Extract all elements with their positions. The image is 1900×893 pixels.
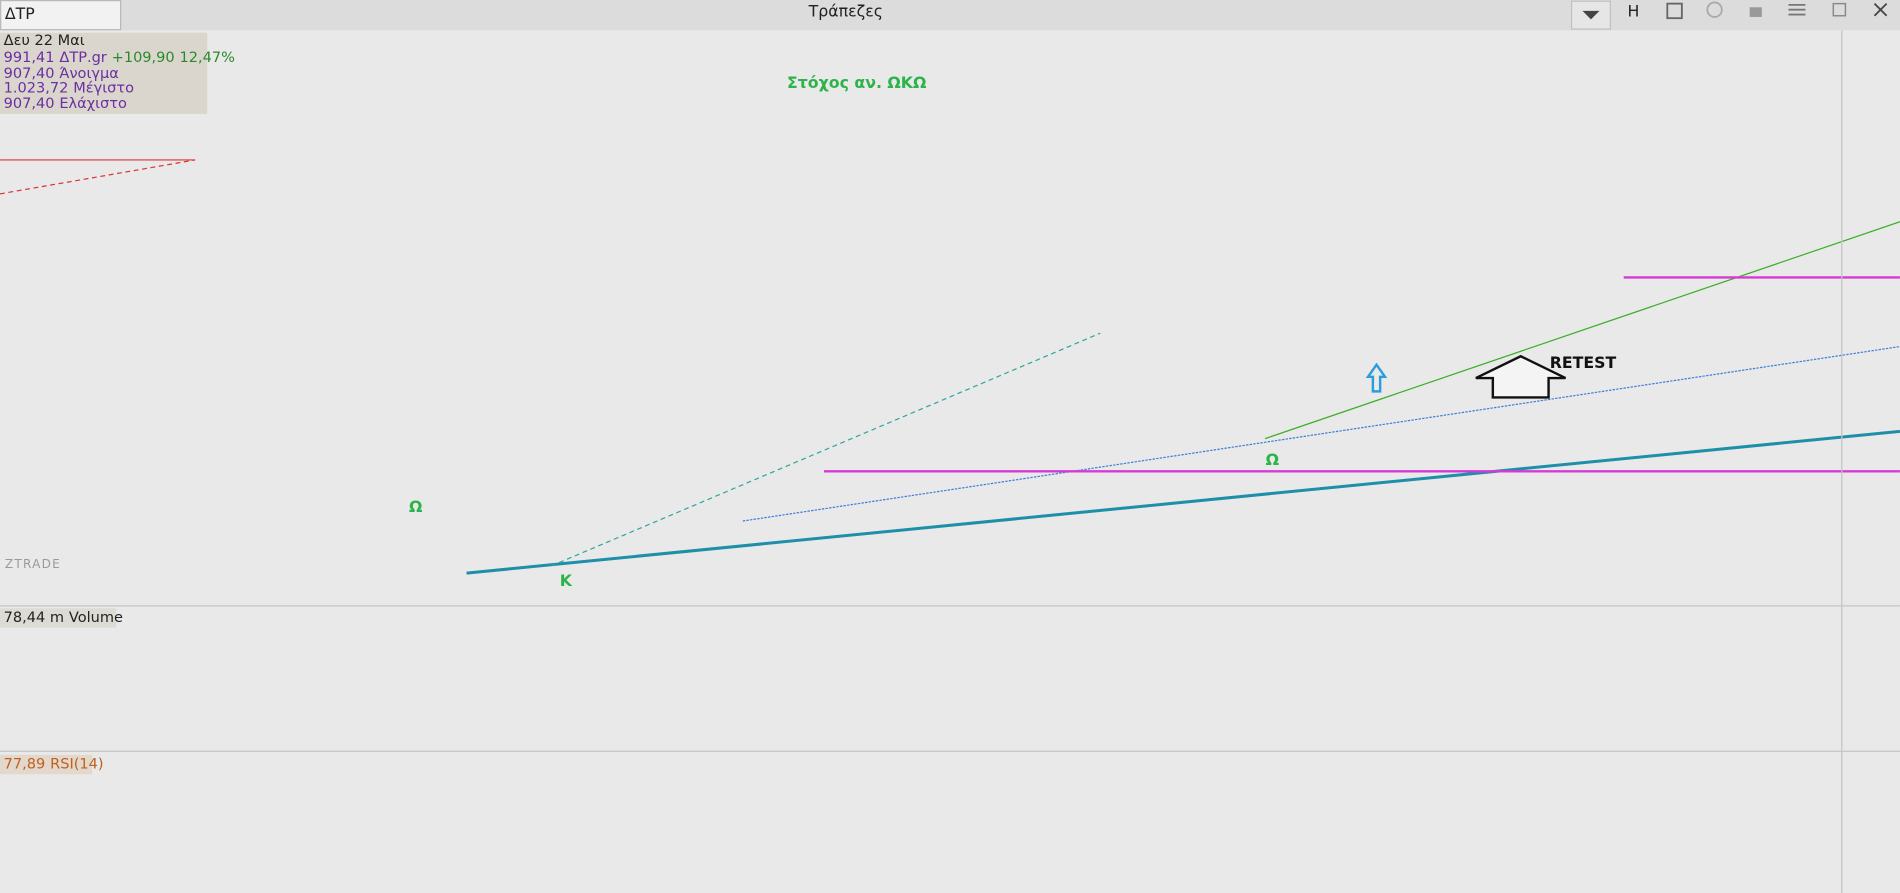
rsi-title: 77,89 RSI(14) [4,757,104,773]
info-value: 1.023,72 [4,80,69,96]
info-value: 907,40 [4,96,55,112]
annotation: Ω [1266,450,1279,469]
drawings [0,159,1900,575]
header-background [0,754,93,775]
info-row: 1.023,72 Μέγιστο [4,80,134,96]
trend-line [1264,221,1900,440]
info-label: Ελάχιστο [59,96,127,112]
symbol: ΔΤΡ.gr [59,50,106,66]
info-label: Άνοιγμα [59,66,118,82]
info-box: Δευ 22 Μαι 991,41 ΔΤΡ.gr +109,90 12,47% 907… [0,32,235,114]
arrow-up [1365,362,1388,393]
info-label: Μέγιστο [73,80,134,96]
icon[interactable] [1832,2,1847,17]
info-background [0,32,208,114]
change: +109,90 [112,50,175,66]
icon[interactable] [1788,3,1806,16]
volume-header: 78,44 m Volume [0,608,123,628]
tab-label[interactable]: ΔΤΡ [5,4,35,23]
info-date: Δευ 22 Μαι [4,33,85,49]
labels: Στόχος αν. ΩΚΩ Ω Ω Κ RETEST ZTRADE [5,73,1617,590]
volume-name: Volume [69,610,123,626]
trend-line [0,159,196,195]
toolbar-button[interactable]: H [1627,2,1639,21]
trend-line [466,429,1900,575]
icon[interactable] [1666,2,1683,20]
rsi-header: 77,89 RSI(14) [0,754,104,775]
icon[interactable] [1706,1,1723,18]
info-row: 907,40 Άνοιγμα [4,66,119,82]
close-button[interactable] [1873,2,1888,17]
annotation: RETEST [1550,353,1617,372]
info-row: 907,40 Ελάχιστο [4,96,127,112]
volume-last: 78,44 m [4,610,64,626]
info-value: 907,40 [4,66,55,82]
volume-title: 78,44 m Volume [4,610,123,626]
change-pct: 12,47% [180,50,235,66]
window-title: Τράπεζες [808,2,883,21]
dropdown-arrow [1582,10,1600,20]
rsi-name: RSI(14) [50,757,103,773]
annotation: Ω [409,497,422,516]
toolbar: ΔΤΡ Τράπεζες H [0,0,1900,31]
rsi-last: 77,89 [4,757,46,773]
info-last: 991,41 ΔΤΡ.gr +109,90 12,47% [4,50,235,66]
header-background [0,608,117,628]
toolbar-background [0,0,1900,31]
arrow-up [1475,354,1567,399]
last-value: 991,41 [4,50,55,66]
trend-line [742,345,1900,522]
tab[interactable] [0,0,122,31]
trend-line [551,332,1101,567]
watermark: ZTRADE [5,557,61,571]
annotation: Στόχος αν. ΩΚΩ [787,73,926,92]
icon[interactable] [1749,7,1762,17]
annotation: Κ [560,571,573,590]
